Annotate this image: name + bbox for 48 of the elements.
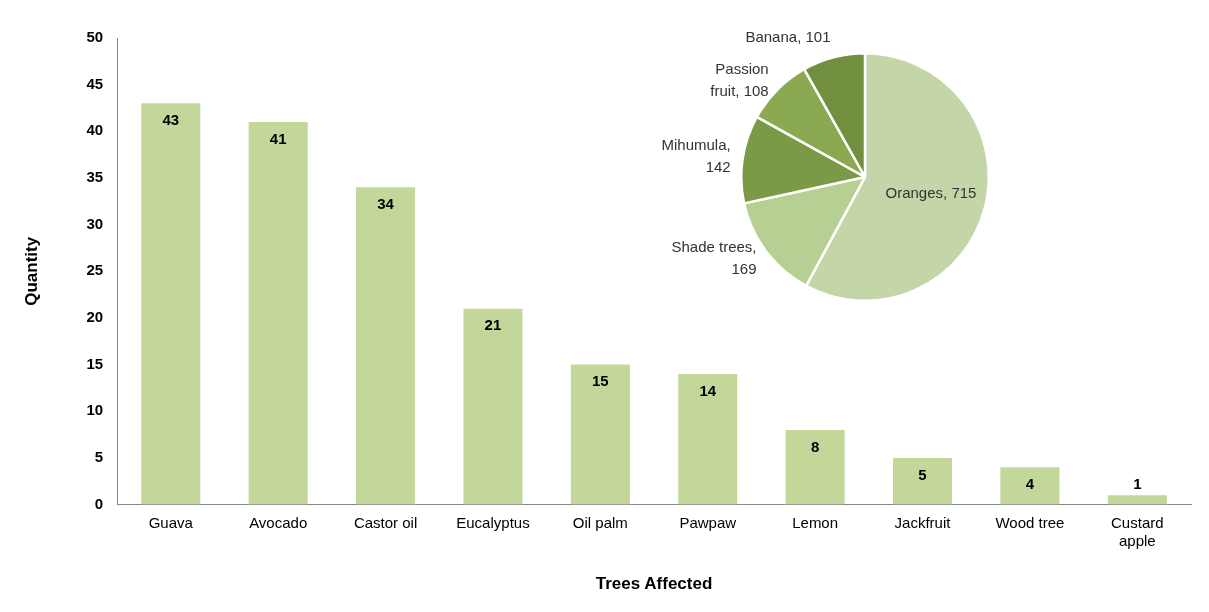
- data-label: 5: [918, 465, 927, 483]
- y-tick-label: 45: [86, 74, 104, 92]
- bar: [785, 429, 845, 505]
- data-label: Oranges, 715: [885, 183, 977, 201]
- bar: [463, 308, 523, 505]
- data-label: 1: [1133, 474, 1142, 492]
- data-label: 14: [699, 381, 717, 399]
- y-tick-label: 15: [86, 354, 104, 372]
- bar: [892, 457, 953, 505]
- data-label: Shade trees, 169: [671, 237, 757, 277]
- data-label: Mihumula, 142: [661, 136, 731, 176]
- x-tick-label: Eucalyptus: [456, 513, 530, 531]
- x-axis-title: Trees Affected: [595, 574, 713, 594]
- x-tick-label: Jackfruit: [894, 513, 952, 531]
- data-label: 41: [269, 129, 287, 147]
- data-label: 8: [810, 437, 820, 455]
- x-tick-label: Oil palm: [572, 513, 628, 531]
- y-tick-label: 25: [86, 261, 104, 279]
- y-axis-title: Quantity: [21, 236, 41, 306]
- bar: [1000, 467, 1060, 505]
- y-tick-label: 20: [86, 308, 104, 326]
- data-label: 34: [377, 194, 395, 212]
- data-label: 15: [592, 372, 609, 390]
- x-tick-label: Custard apple: [1111, 513, 1164, 549]
- bar: [248, 121, 308, 505]
- data-label: 4: [1025, 474, 1035, 492]
- y-tick-label: 30: [86, 214, 104, 232]
- y-tick-label: 50: [86, 28, 104, 46]
- x-tick-label: Castor oil: [353, 513, 418, 531]
- x-tick-label: Pawpaw: [679, 513, 737, 531]
- data-label: 43: [162, 110, 180, 128]
- bar: [1107, 495, 1167, 505]
- y-tick-label: 40: [86, 121, 104, 139]
- bar: [570, 364, 630, 505]
- bar: [141, 103, 201, 505]
- x-tick-label: Lemon: [792, 513, 839, 531]
- data-label: 21: [484, 316, 502, 334]
- x-tick-label: Avocado: [249, 513, 308, 531]
- y-tick-label: 5: [94, 448, 104, 466]
- y-tick-label: 0: [94, 494, 104, 512]
- y-tick-label: 35: [86, 168, 104, 186]
- x-tick-label: Guava: [148, 513, 194, 531]
- x-tick-label: Wood tree: [995, 513, 1065, 531]
- bar: [678, 373, 738, 505]
- bar: [356, 187, 416, 505]
- data-label: Passion fruit, 108: [710, 60, 769, 100]
- data-label: Banana, 101: [745, 27, 831, 45]
- y-tick-label: 10: [86, 401, 104, 419]
